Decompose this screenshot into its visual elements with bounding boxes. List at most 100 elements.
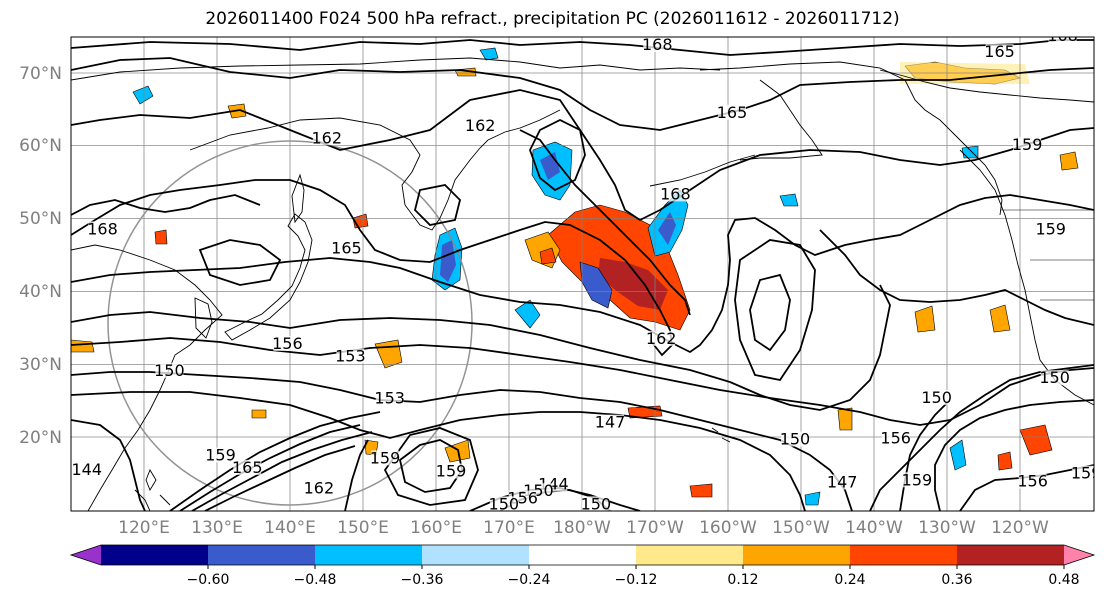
contour-162-mid — [71, 194, 1094, 354]
contour-label: 153 — [335, 346, 366, 365]
contour-label-bg — [922, 389, 951, 405]
contour-153-loop — [383, 427, 479, 506]
contour-jet-1 — [169, 411, 381, 511]
contour-label-bg — [489, 496, 518, 511]
contour-label: 168 — [642, 35, 673, 54]
contour-label-bg — [1072, 465, 1094, 481]
contour-label-bg — [273, 335, 302, 351]
lat-label-20: 20°N — [19, 428, 62, 448]
shade-orange-npac4 — [154, 229, 168, 245]
colorbar-tick-label: −0.12 — [615, 572, 658, 588]
contour-label-bg — [881, 430, 910, 446]
contour-label-bg — [718, 104, 747, 120]
contour-label: 159 — [1071, 464, 1102, 483]
contour-165-arctic — [71, 57, 1094, 131]
contour-label-bg — [332, 240, 361, 256]
colorbar-segment — [957, 545, 1065, 565]
contour-label: 162 — [311, 128, 342, 147]
contour-168-bering — [519, 129, 691, 316]
contour-label: 150 — [581, 494, 612, 513]
lon-label-150w: 150°W — [772, 518, 830, 538]
contour-label: 165 — [984, 42, 1015, 61]
shade-blue-npac — [514, 299, 541, 329]
contour-165-kuril-loop — [414, 184, 461, 226]
contour-label-bg — [233, 459, 262, 475]
shade-blue-south — [804, 491, 821, 506]
lon-label-130w: 130°W — [918, 518, 976, 538]
colorbar-tick-label: −0.24 — [508, 572, 551, 588]
contour-label-bg — [437, 463, 466, 479]
lon-label-160w: 160°W — [699, 518, 757, 538]
contour-168-arctic — [71, 39, 1094, 56]
contour-label-bg — [828, 474, 857, 490]
contour-label: 165 — [717, 103, 748, 122]
contour-159-east — [819, 229, 1094, 326]
contour-label: 156 — [880, 429, 911, 448]
contour-label-bg — [312, 130, 341, 146]
lon-label-140w: 140°W — [845, 518, 903, 538]
contour-jet-4 — [204, 445, 356, 511]
contour-159-hawaii — [934, 399, 1094, 511]
colorbar-segment — [636, 545, 744, 565]
contour-label-bg — [370, 450, 399, 466]
colorbar-segment — [743, 545, 851, 565]
shade-orange-east3 — [989, 304, 1011, 333]
contour-159-inner-east — [734, 239, 816, 382]
contour-159-loop — [344, 439, 369, 511]
contour-label: 156 — [1017, 472, 1048, 491]
contour-label-bg — [647, 330, 676, 346]
coast-alaska-west — [739, 79, 823, 161]
lon-labels: 120°E 130°E 140°E 150°E 160°E 170°E 180°… — [118, 518, 1049, 538]
lat-label-50: 50°N — [19, 209, 62, 229]
contour-label-bg — [902, 472, 931, 488]
colorbar-tick-label: 0.24 — [834, 572, 865, 588]
contour-label: 162 — [646, 329, 677, 348]
contour-labels: 168 1681651651621621591681681651591621561… — [71, 35, 1102, 513]
contour-label-bg — [336, 348, 365, 364]
shade-blue-hawaii — [949, 439, 967, 471]
contour-label: 150 — [489, 494, 520, 513]
coast-taiwan — [145, 468, 157, 492]
shade-blue-gulf — [779, 193, 799, 207]
colorbar-extend-max — [1064, 545, 1094, 565]
lat-label-70: 70°N — [19, 64, 62, 84]
contour-label-bg — [1040, 370, 1069, 386]
colorbar-tick-label: 0.36 — [941, 572, 972, 588]
contour-label-bg — [985, 44, 1014, 60]
coast-siberia-north — [71, 57, 721, 81]
coastlines — [71, 57, 1094, 511]
contour-label: 159 — [370, 448, 401, 467]
contour-label-bg — [304, 480, 333, 496]
contour-156-mid — [71, 284, 891, 411]
lon-label-170e: 170°E — [483, 518, 535, 538]
coast-kamchatka — [404, 109, 561, 231]
contour-label-bg — [1013, 136, 1042, 152]
shade-orange-south1 — [689, 483, 713, 498]
shade-orange-west — [71, 339, 95, 353]
contour-label: 144 — [71, 460, 102, 479]
contour-jet-3 — [191, 431, 373, 511]
colorbar-segment — [208, 545, 316, 565]
map-title: 2026011400 F024 500 hPa refract., precip… — [205, 9, 900, 29]
contour-168-west — [71, 194, 261, 216]
coast-alaska — [699, 61, 1003, 216]
shade-dblue-cluster-2 — [658, 212, 676, 245]
contour-153 — [71, 337, 1094, 426]
shade-dblue-kuril — [440, 240, 456, 282]
coast-sakhalin — [291, 173, 305, 224]
shade-orange-south2 — [251, 409, 267, 419]
shade-blue-okhotsk — [132, 85, 154, 105]
contour-label-bg — [1036, 221, 1065, 237]
colorbar-tick-label: −0.36 — [401, 572, 444, 588]
contour-label-bg — [596, 414, 625, 430]
contour-156-inner-east — [749, 273, 791, 352]
shade-blue-arctic — [479, 47, 499, 61]
contour-label-bg — [88, 221, 117, 237]
colorbar-tick-label: 0.12 — [727, 572, 758, 588]
contour-label-bg — [581, 496, 610, 511]
contour-label: 165 — [331, 238, 362, 257]
lon-label-130e: 130°E — [191, 518, 243, 538]
coast-okhotsk-siberia — [189, 117, 421, 206]
contour-label-bg — [375, 390, 404, 406]
